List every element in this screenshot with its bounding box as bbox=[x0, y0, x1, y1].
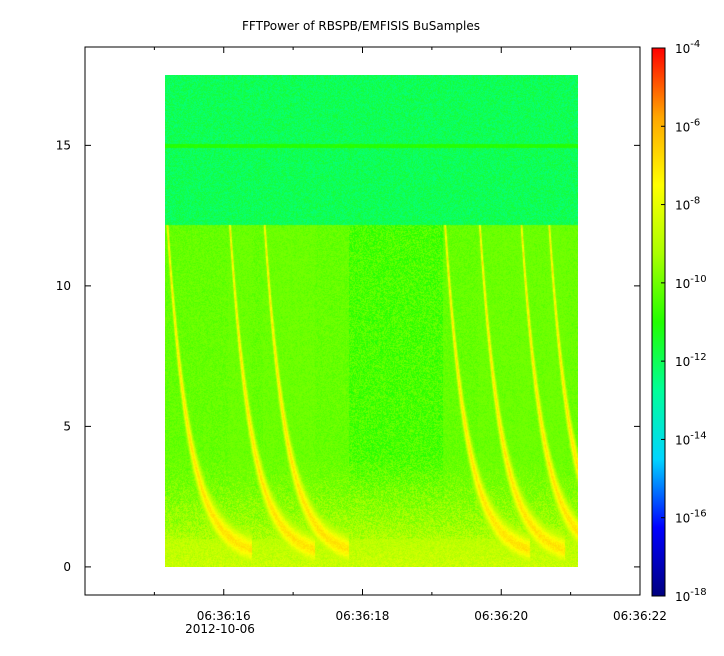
colorbar-tick-label: 10-10 bbox=[675, 274, 707, 291]
colorbar-tick-label: 10-18 bbox=[675, 587, 707, 604]
y-axis: 0 5 10 15 bbox=[56, 138, 640, 574]
y-tick-label: 5 bbox=[63, 419, 71, 433]
heatmap-region bbox=[164, 75, 578, 567]
x-date-label: 2012-10-06 bbox=[185, 622, 255, 636]
y-tick-label: 15 bbox=[56, 138, 71, 152]
colorbar-ticks: 10-4 10-6 10-8 10-10 10-12 10-14 10-16 10-18 bbox=[661, 39, 707, 604]
colorbar-tick-label: 10-8 bbox=[675, 196, 700, 213]
chart-title: FFTPower of RBSPB/EMFISIS BuSamples bbox=[242, 19, 480, 33]
x-axis: 06:36:16 06:36:18 06:36:20 06:36:22 bbox=[153, 47, 667, 623]
colorbar-tick-label: 10-6 bbox=[675, 117, 700, 134]
colorbar-tick-label: 10-16 bbox=[675, 509, 707, 526]
x-tick-label: 06:36:22 bbox=[613, 609, 667, 623]
y-tick-label: 10 bbox=[56, 279, 71, 293]
y-tick-label: 0 bbox=[63, 560, 71, 574]
x-tick-label: 06:36:20 bbox=[474, 609, 528, 623]
colorbar-tick-label: 10-14 bbox=[675, 430, 707, 447]
colorbar-tick-label: 10-12 bbox=[675, 352, 707, 369]
x-tick-label: 06:36:16 bbox=[197, 609, 251, 623]
heatmap-canvas bbox=[164, 75, 578, 567]
colorbar bbox=[651, 47, 666, 597]
colorbar-tick-label: 10-4 bbox=[675, 39, 700, 56]
x-tick-label: 06:36:18 bbox=[336, 609, 390, 623]
plot-area bbox=[164, 75, 578, 567]
